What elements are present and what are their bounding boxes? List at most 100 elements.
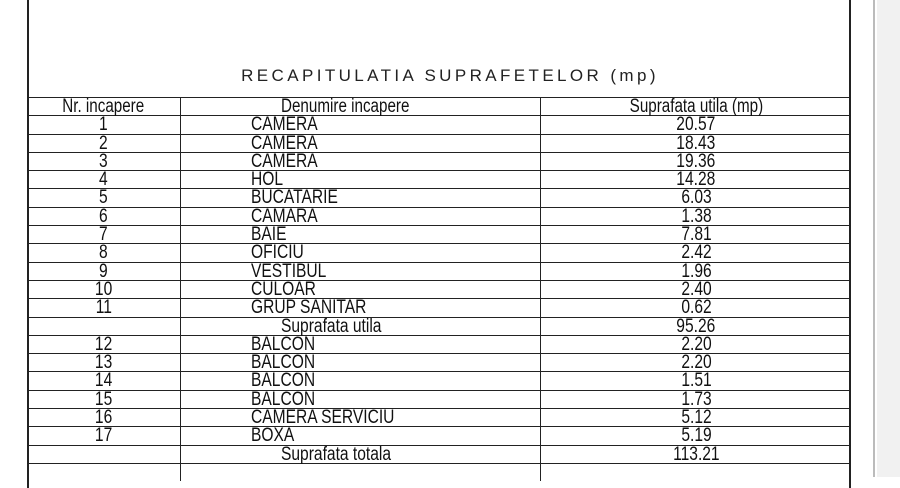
room-number-cell: 8	[27, 242, 181, 264]
room-name: BUCATARIE	[251, 187, 338, 209]
room-name: BALCON	[251, 333, 316, 355]
room-area-cell: 5.19	[541, 426, 851, 445]
room-number-cell: 12	[27, 333, 181, 355]
table-row: 10 CULOAR 2.40	[27, 278, 851, 300]
table-row: 11 GRUP SANITAR 0.62	[27, 297, 851, 319]
room-area: 14.28	[676, 169, 716, 191]
room-name-cell	[181, 463, 541, 482]
room-number-cell	[27, 317, 181, 335]
table-row: 17 BOXA 5.19	[27, 426, 851, 445]
room-number-cell: 5	[27, 187, 181, 209]
room-number-cell: 11	[27, 298, 181, 317]
room-name-cell: Suprafata totala	[181, 443, 541, 465]
room-name: CAMARA	[251, 205, 318, 227]
room-number-cell	[27, 463, 181, 482]
room-number: 6	[99, 205, 108, 227]
room-name: CULOAR	[251, 278, 316, 300]
room-area-cell: 2.20	[541, 333, 851, 355]
room-area-cell: 2.42	[541, 243, 851, 262]
table-row: 7 BAIE 7.81	[27, 224, 851, 246]
room-name-cell: BALCON	[181, 333, 541, 355]
room-area-cell: 2.40	[541, 278, 851, 300]
room-number: 8	[99, 242, 108, 264]
room-name-cell: Suprafata utila	[181, 315, 541, 337]
room-number: 10	[94, 278, 113, 300]
table-row: 4 HOL 14.28	[27, 169, 851, 191]
room-area: 2.20	[680, 352, 712, 374]
room-number-cell: 16	[27, 407, 181, 429]
room-number: 5	[99, 187, 108, 209]
header-name-label: Denumire incapere	[281, 96, 410, 117]
room-area-cell: 1.73	[541, 388, 851, 410]
room-name-cell: CAMERA	[181, 150, 541, 172]
table-row: 1 CAMERA 20.57	[27, 114, 851, 136]
room-name: Suprafata totala	[281, 443, 392, 465]
room-area-cell: 6.03	[541, 188, 851, 207]
room-area-cell: 7.81	[541, 225, 851, 244]
table-row	[27, 462, 851, 482]
room-name: HOL	[251, 169, 284, 191]
room-area: 1.96	[680, 260, 712, 282]
room-name: CAMERA	[251, 150, 318, 172]
page-margin-strip	[877, 0, 900, 477]
room-area-cell: 20.57	[541, 115, 851, 134]
table-row: 15 BALCON 1.73	[27, 388, 851, 410]
room-number-cell: 10	[27, 278, 181, 300]
room-area-cell: 0.62	[541, 297, 851, 319]
table-row: 6 CAMARA 1.38	[27, 205, 851, 227]
room-number-cell: 9	[27, 260, 181, 282]
header-nr: Nr. incapere	[27, 97, 181, 116]
table-header-row: Nr. incapere Denumire incapere Suprafata…	[27, 96, 851, 117]
room-area: 2.40	[680, 278, 712, 300]
room-number-cell	[27, 445, 181, 463]
table-row: 3 CAMERA 19.36	[27, 150, 851, 172]
room-name: BAIE	[251, 224, 287, 246]
table-row: 9 VESTIBUL 1.96	[27, 260, 851, 282]
table-row: 14 BALCON 1.51	[27, 370, 851, 392]
summary-row: Suprafata utila 95.26	[27, 315, 851, 337]
summary-row: Suprafata totala 113.21	[27, 443, 851, 465]
room-area: 2.20	[680, 333, 712, 355]
room-area: 5.12	[680, 407, 712, 429]
room-area-cell: 14.28	[541, 169, 851, 191]
room-number: 9	[99, 260, 108, 282]
room-area: 1.51	[680, 370, 712, 392]
room-number: 1	[99, 114, 108, 136]
room-number-cell: 2	[27, 134, 181, 153]
room-name-cell: BOXA	[181, 426, 541, 445]
surface-table: Nr. incapere Denumire incapere Suprafata…	[27, 96, 851, 482]
room-number: 14	[94, 370, 113, 392]
room-area: 1.38	[680, 205, 712, 227]
room-name-cell: BAIE	[181, 224, 541, 246]
room-number-cell: 6	[27, 205, 181, 227]
room-area-cell: 19.36	[541, 152, 851, 171]
room-area-cell: 2.20	[541, 352, 851, 374]
room-number: 4	[99, 169, 108, 191]
room-area: 1.73	[680, 388, 712, 410]
room-name-cell: HOL	[181, 169, 541, 191]
room-name: Suprafata utila	[281, 315, 382, 337]
room-name: BALCON	[251, 370, 316, 392]
room-area-cell: 5.12	[541, 407, 851, 429]
room-name: GRUP SANITAR	[251, 297, 367, 319]
room-name: BALCON	[251, 388, 316, 410]
room-name-cell: GRUP SANITAR	[181, 297, 541, 319]
room-number: 12	[94, 333, 113, 355]
room-number-cell: 13	[27, 353, 181, 372]
header-name: Denumire incapere	[181, 96, 541, 117]
table-row: 5 BUCATARIE 6.03	[27, 187, 851, 209]
room-area-cell: 113.21	[541, 445, 851, 464]
page-edge-line	[873, 0, 875, 477]
room-name-cell: VESTIBUL	[181, 262, 541, 281]
room-number-cell: 7	[27, 225, 181, 244]
room-number: 15	[94, 388, 113, 410]
room-name: CAMERA	[251, 114, 318, 136]
table-row: 8 OFICIU 2.42	[27, 242, 851, 264]
room-area: 0.62	[680, 297, 712, 319]
room-name: OFICIU	[251, 242, 304, 264]
room-area-cell: 1.96	[541, 260, 851, 282]
room-number: 16	[94, 407, 113, 429]
room-name: BALCON	[251, 352, 316, 374]
table-row: 2 CAMERA 18.43	[27, 133, 851, 153]
room-name-cell: CAMARA	[181, 205, 541, 227]
